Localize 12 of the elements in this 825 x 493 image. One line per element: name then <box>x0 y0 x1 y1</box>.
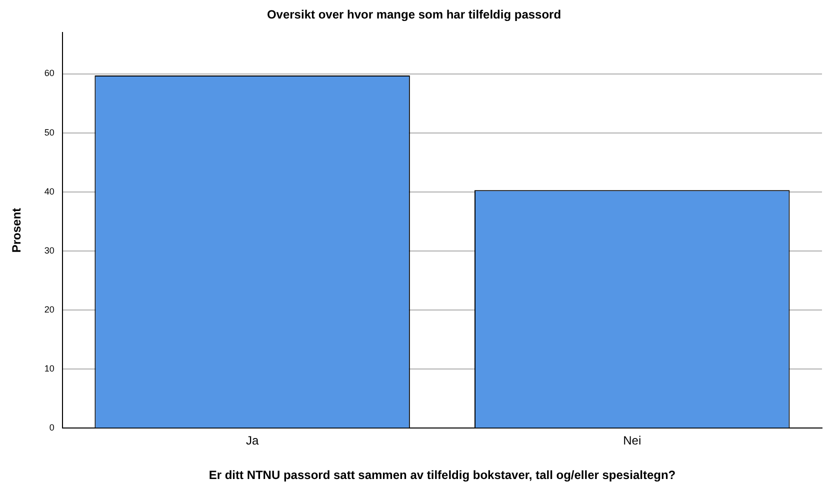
y-tick-label: 40 <box>44 186 54 196</box>
y-tick-label: 10 <box>44 364 54 374</box>
x-tick-label: Ja <box>246 434 259 448</box>
y-tick-label: 20 <box>44 304 54 315</box>
x-axis-title: Er ditt NTNU passord satt sammen av tilfeldig bokstaver, tall og/eller spesialtegn? <box>208 468 676 482</box>
y-tick-label: 30 <box>44 245 54 256</box>
y-axis-title: Prosent <box>10 208 24 253</box>
x-tick-label: Nei <box>623 434 642 448</box>
chart-title: Oversikt over hvor mange som har tilfeldig passord <box>266 8 562 22</box>
y-tick-label: 60 <box>44 68 54 78</box>
y-tick-label: 0 <box>49 422 54 433</box>
y-tick-label: 50 <box>44 127 54 138</box>
